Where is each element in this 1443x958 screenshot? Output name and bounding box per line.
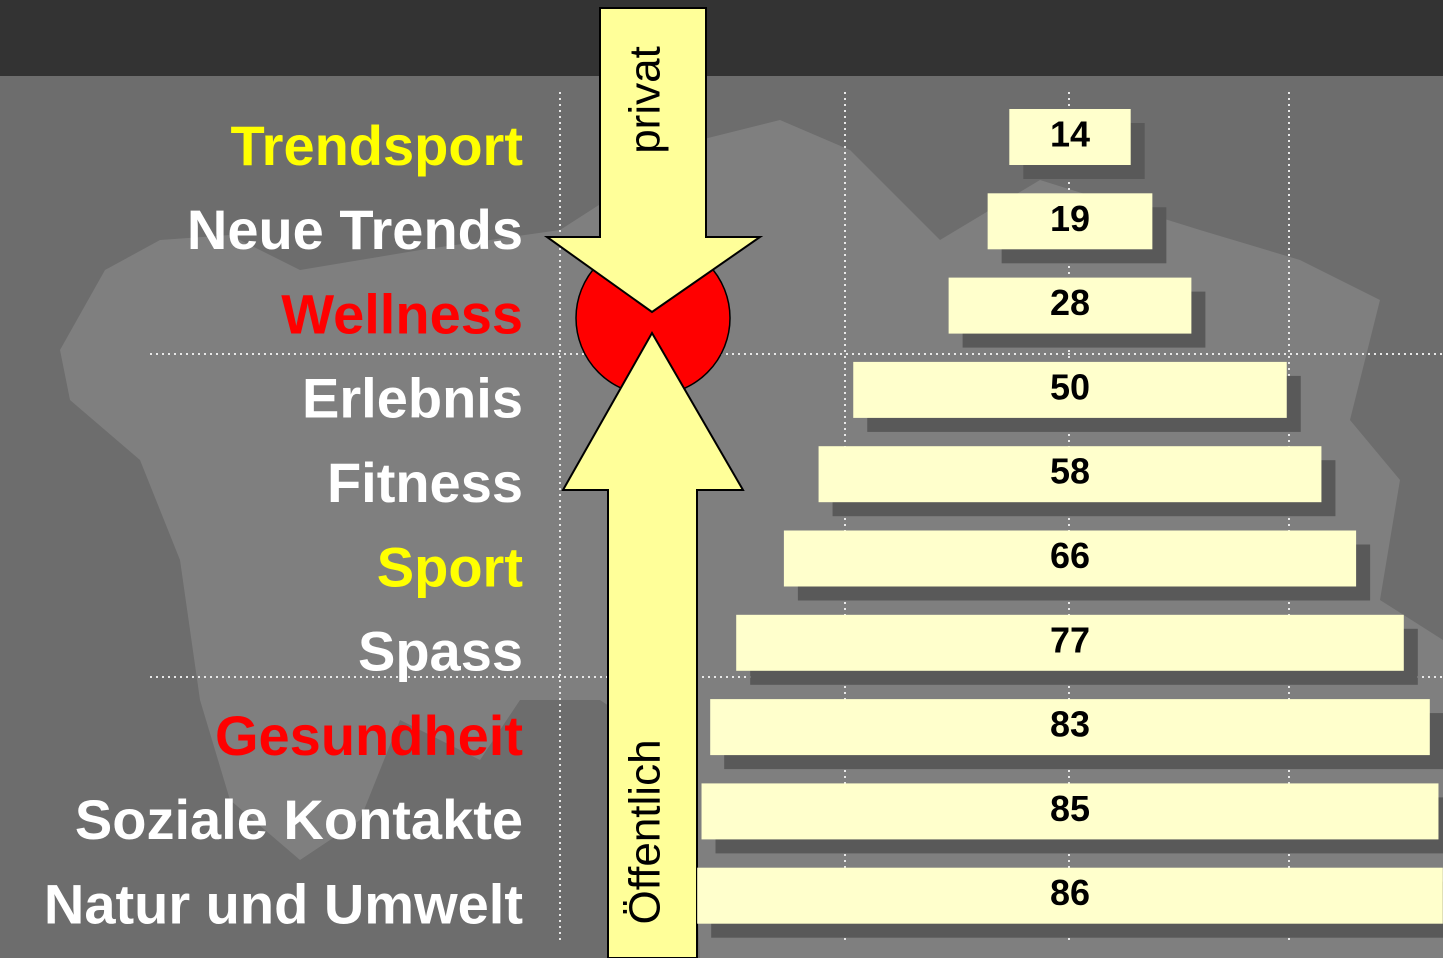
bar: [783, 530, 1357, 587]
bar: [710, 699, 1430, 756]
value-label: 83: [1050, 704, 1090, 745]
annotation: Öffentlich: [621, 739, 670, 924]
category-label: Gesundheit: [215, 704, 523, 767]
category-label: Spass: [358, 620, 523, 683]
value-label: 19: [1050, 198, 1090, 239]
value-label: 14: [1050, 114, 1090, 155]
value-label: 86: [1050, 872, 1090, 913]
bar: [736, 614, 1404, 671]
top-band: [0, 0, 1443, 76]
category-label: Sport: [377, 535, 523, 598]
arrow-up: [561, 330, 745, 958]
value-label: 50: [1050, 366, 1090, 407]
value-label: 66: [1050, 535, 1090, 576]
category-label: Fitness: [327, 451, 523, 514]
value-label: 77: [1050, 619, 1090, 660]
bar: [853, 361, 1287, 418]
bar: [818, 446, 1322, 503]
annotation: privat: [621, 46, 670, 154]
bar: [1009, 109, 1131, 165]
category-label: Natur und Umwelt: [44, 872, 523, 935]
bar: [948, 277, 1192, 334]
category-label: Erlebnis: [302, 367, 523, 430]
arrow-down: [543, 7, 764, 314]
bar: [697, 867, 1443, 924]
category-label: Wellness: [281, 282, 523, 345]
category-label: Neue Trends: [187, 198, 523, 261]
category-label: Soziale Kontakte: [75, 788, 523, 851]
value-label: 85: [1050, 788, 1090, 829]
value-label: 58: [1050, 451, 1090, 492]
category-label: Trendsport: [231, 114, 523, 177]
bar: [987, 193, 1153, 250]
bar: [701, 783, 1439, 840]
value-label: 28: [1050, 282, 1090, 323]
